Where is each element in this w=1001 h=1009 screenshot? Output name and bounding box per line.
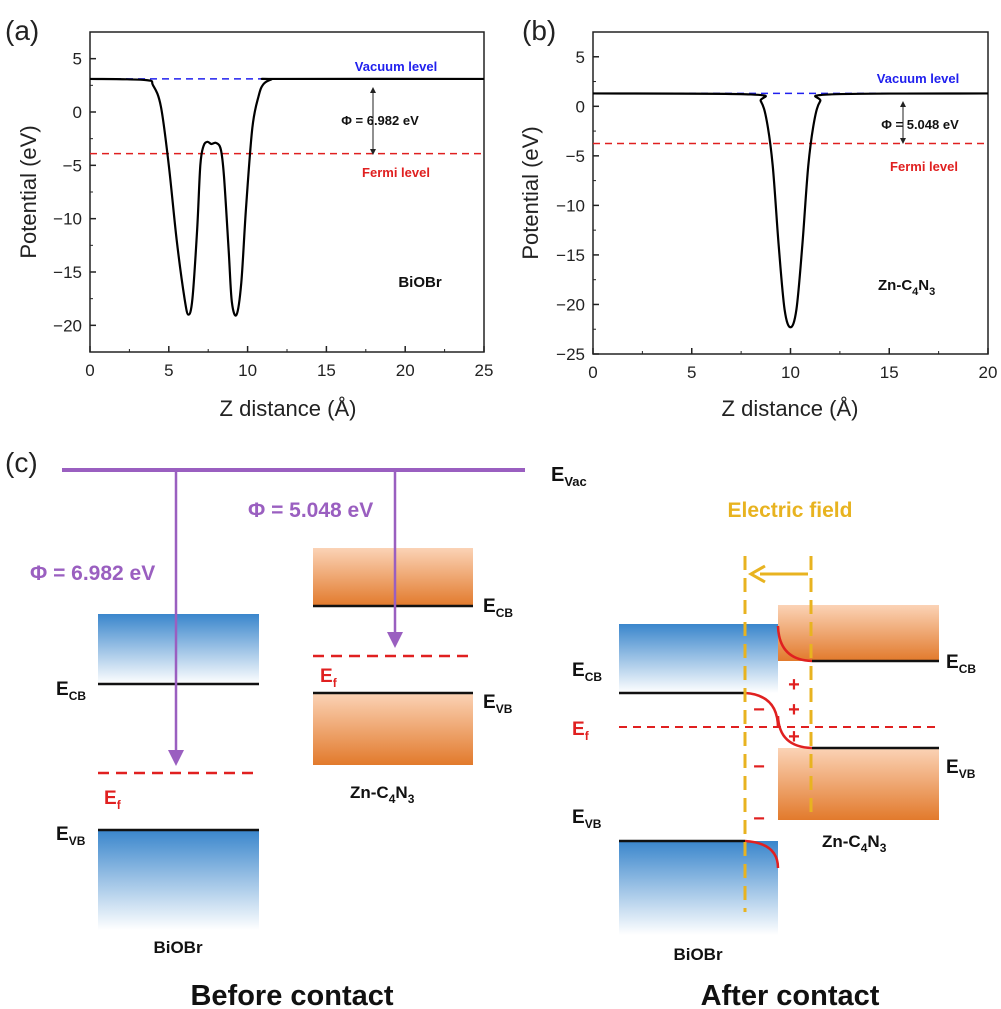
zn-phi-arrowhead [387,632,403,648]
biobr-after-vb-block [619,841,778,935]
panel-b-label: (b) [522,15,556,46]
panel-c-label: (c) [5,447,38,478]
fermi-level-label-a: Fermi level [362,165,430,180]
work-function-label-b: Φ = 5.048 eV [881,117,959,132]
fermi-level-label-b: Fermi level [890,159,958,174]
zn-ecb-label: ECB [483,596,513,620]
axis-ticks-b: 0 5 10 15 20 5 0 −5 −10 −15 −20 −25 [556,48,997,382]
positive-charge: + [788,699,800,721]
after-contact-diagram: Electric field + + + [572,499,976,964]
x-axis-label-b: Z distance (Å) [722,396,859,421]
zn-cb-block [313,548,473,606]
work-function-arrow-b [900,101,906,144]
x-tick-label-b: 0 [588,363,597,382]
positive-charge: + [788,674,800,696]
electric-field-arrowhead [747,564,766,584]
after-ef-label: Ef [572,719,590,743]
zn-evb-label: EVB [483,692,513,716]
biobr-after-ecb-label: ECB [572,660,602,684]
zn-after-evb-label: EVB [946,757,976,781]
vacuum-level-label-b: Vacuum level [877,71,959,86]
x-tick-label-a: 5 [164,361,173,380]
y-tick-label-b: −10 [556,196,585,215]
potential-curve-b [592,92,989,329]
axis-ticks-a: 0 5 10 15 20 25 5 0 −5 −10 −15 −20 [53,50,493,380]
x-tick-label-a: 15 [317,361,336,380]
y-axis-label-b: Potential (eV) [518,126,543,259]
x-tick-label-b: 5 [687,363,696,382]
biobr-vb-band-bending [744,839,780,869]
biobr-phi-arrowhead [168,750,184,766]
zn-label-before: Zn-C4N3 [350,783,415,806]
y-tick-label-b: −5 [566,147,585,166]
before-contact-title: Before contact [190,980,393,1009]
material-label-b: Zn-C4N3 [878,277,935,298]
y-tick-label-b: −15 [556,246,585,265]
y-tick-label-a: −10 [53,210,82,229]
zn-before: ECB EVB Ef Zn-C4N3 Φ = 5.048 eV [248,470,513,806]
x-tick-label-b: 15 [880,363,899,382]
e-vac-label: EVac [551,464,587,489]
zn-vb-block [313,693,473,765]
panel-a: (a) 0 5 10 15 20 25 5 0 −5 −10 −15 −20 Vacuum level… [5,15,493,421]
work-function-arrow-a [370,87,376,155]
vacuum-level-label-a: Vacuum level [355,59,437,74]
positive-charge: + [788,726,800,748]
y-axis-label-a: Potential (eV) [16,125,41,258]
zn-cb-band-bending [776,625,813,663]
negative-charge: − [753,699,765,721]
zn-after-cb-block [778,605,939,661]
x-tick-label-b: 10 [781,363,800,382]
biobr-label-after: BiOBr [673,945,723,964]
zn-after-ecb-label: ECB [946,652,976,676]
work-function-label-a: Φ = 6.982 eV [341,113,419,128]
y-tick-label-a: 5 [73,50,82,69]
biobr-after-evb-label: EVB [572,807,602,831]
x-tick-label-a: 10 [238,361,257,380]
electric-field-label: Electric field [728,499,853,522]
x-tick-label-a: 0 [85,361,94,380]
biobr-evb-label: EVB [56,824,86,848]
biobr-work-function-label: Φ = 6.982 eV [30,562,155,585]
y-tick-label-b: 5 [576,48,585,67]
biobr-ef-label: Ef [104,788,122,812]
after-contact-title: After contact [701,980,880,1009]
x-tick-label-b: 20 [979,363,998,382]
y-tick-label-b: 0 [576,97,585,116]
zn-ef-label: Ef [320,666,338,690]
negative-charge: − [753,808,765,830]
y-tick-label-b: −20 [556,295,585,314]
panel-a-label: (a) [5,15,39,46]
zn-label-after: Zn-C4N3 [822,832,887,855]
y-tick-label-a: −20 [53,316,82,335]
y-tick-label-a: −15 [53,263,82,282]
panel-c: (c) EVac ECB EVB Ef BiOBr Φ = 6.982 eV [5,447,976,1009]
potential-curve-a [89,77,485,317]
panel-b: (b) 0 5 10 15 20 5 0 −5 −10 −15 −20 −25 Vacuum leve… [518,15,997,421]
zn-after-vb-block [778,748,939,820]
biobr-ecb-label: ECB [56,679,86,703]
material-label-a: BiOBr [398,274,442,291]
x-tick-label-a: 20 [396,361,415,380]
y-tick-label-a: −5 [63,156,82,175]
biobr-vb-block [98,830,259,930]
y-tick-label-b: −25 [556,345,585,364]
biobr-cb-block [98,614,259,684]
biobr-before: ECB EVB Ef BiOBr Φ = 6.982 eV [30,470,259,957]
biobr-after-cb-block [619,624,778,693]
zn-vb-band-bending [776,715,813,750]
x-tick-label-a: 25 [475,361,494,380]
biobr-label-before: BiOBr [153,938,203,957]
y-tick-label-a: 0 [73,103,82,122]
zn-work-function-label: Φ = 5.048 eV [248,499,373,522]
negative-charge: − [753,756,765,778]
x-axis-label-a: Z distance (Å) [220,396,357,421]
